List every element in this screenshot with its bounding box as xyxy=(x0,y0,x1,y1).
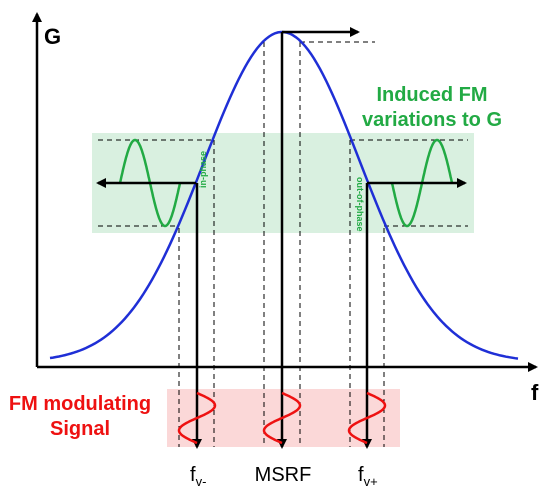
y-axis-label: G xyxy=(44,24,61,49)
induced-title-line2: variations to G xyxy=(362,109,502,131)
out-of-phase-label: out-of-phase xyxy=(355,177,365,232)
fv-minus-label: fv- xyxy=(190,464,206,489)
modulating-wave-fv-minus xyxy=(177,391,217,445)
dashed-guides xyxy=(98,41,468,447)
x-axis-label: f xyxy=(531,380,539,405)
modulating-wave-fv-plus xyxy=(347,391,387,445)
modulating-wave-msrf xyxy=(262,391,302,445)
modulating-title-line2: Signal xyxy=(50,418,110,440)
modulating-title-line1: FM modulating xyxy=(9,393,151,415)
msrf-label: MSRF xyxy=(255,464,312,486)
fv-plus-label: fv+ xyxy=(358,464,378,489)
in-phase-label: in-phase xyxy=(198,151,208,188)
induced-title-line1: Induced FM xyxy=(376,84,487,106)
